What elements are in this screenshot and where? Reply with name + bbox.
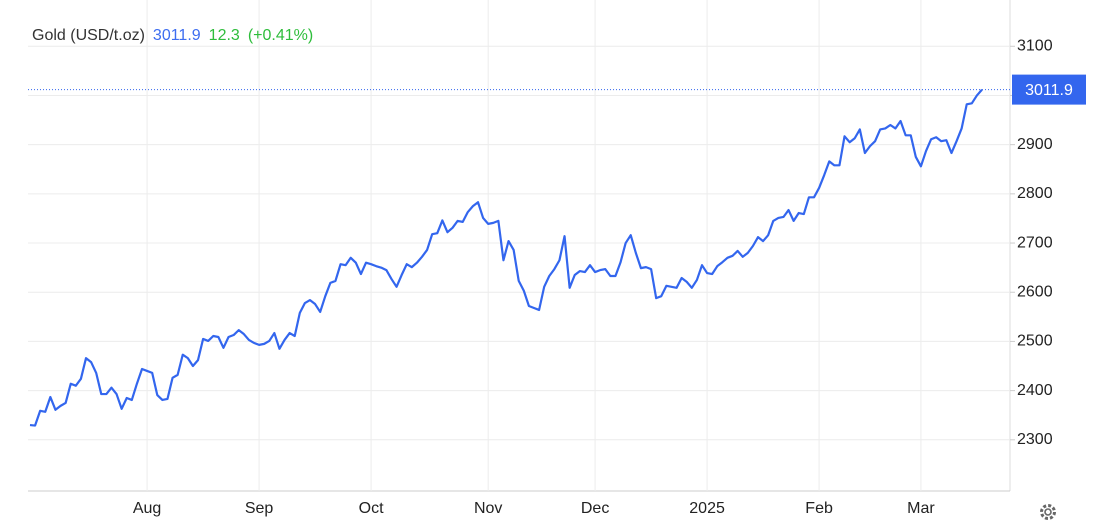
- y-tick-label: 2600: [1017, 283, 1053, 300]
- change-percent: (+0.41%): [247, 27, 314, 44]
- x-tick-label: Sep: [245, 500, 274, 517]
- last-price: 3011.9: [152, 27, 201, 44]
- header: Gold (USD/t.oz) 3011.9 12.3 (+0.41%): [32, 27, 321, 45]
- settings-icon[interactable]: [1040, 504, 1056, 520]
- x-tick-label: Dec: [581, 500, 609, 517]
- x-tick-label: 2025: [689, 500, 725, 517]
- x-tick-label: Aug: [133, 500, 161, 517]
- last-price-label: 3011.9: [1025, 82, 1073, 99]
- x-tick-label: Mar: [907, 500, 935, 517]
- price-line: [29, 88, 983, 427]
- y-tick-label: 2500: [1017, 333, 1053, 350]
- x-tick-label: Feb: [805, 500, 833, 517]
- y-tick-label: 3100: [1017, 37, 1053, 54]
- change: 12.3: [208, 27, 240, 44]
- y-tick-label: 2700: [1017, 234, 1053, 251]
- y-tick-label: 2300: [1017, 431, 1053, 448]
- title: Gold (USD/t.oz): [32, 27, 145, 44]
- y-tick-label: 2800: [1017, 185, 1053, 202]
- x-tick-label: Nov: [474, 500, 502, 517]
- y-tick-label: 2400: [1017, 382, 1053, 399]
- x-tick-label: Oct: [359, 500, 384, 517]
- grid: [28, 0, 1010, 491]
- y-tick-label: 2900: [1017, 136, 1053, 153]
- last-price-box: [1012, 74, 1086, 105]
